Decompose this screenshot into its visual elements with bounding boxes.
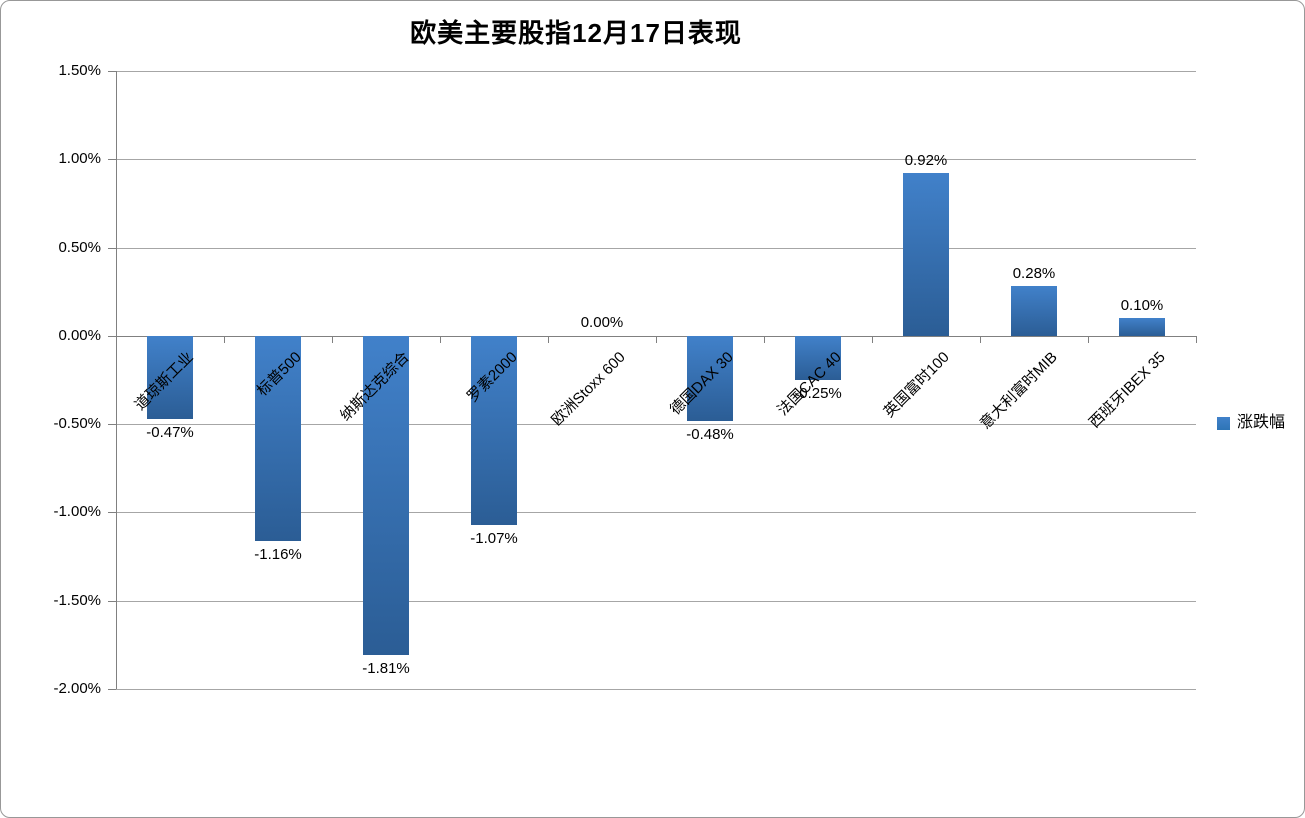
bar-data-label: 0.10% [1120, 297, 1164, 315]
x-axis-tick [440, 335, 441, 343]
x-axis-tick [872, 335, 873, 343]
bar-data-label: -1.16% [254, 545, 302, 563]
y-axis-label: -0.50% [53, 415, 101, 433]
y-axis-tick [108, 512, 116, 514]
bar [255, 335, 301, 541]
bar [903, 173, 949, 336]
y-axis-tick [108, 159, 116, 161]
y-axis-label: 1.00% [58, 150, 101, 168]
bar-data-label: -1.07% [470, 529, 518, 547]
x-axis-tick [224, 335, 225, 343]
gridline [116, 159, 1196, 161]
bar [363, 335, 409, 656]
bar [1011, 286, 1057, 336]
chart-title: 欧美主要股指12月17日表现 [410, 18, 742, 48]
bar-data-label: 0.92% [904, 152, 948, 170]
y-axis-tick [108, 335, 116, 337]
x-axis-tick [980, 335, 981, 343]
category-label: 西班牙IBEX 35 [1085, 348, 1169, 432]
bar-data-label: -0.48% [686, 425, 734, 443]
y-axis-label: 0.50% [58, 238, 101, 256]
gridline [116, 247, 1196, 249]
legend-label: 涨跌幅 [1237, 414, 1286, 431]
gridline [116, 71, 1196, 72]
x-axis-tick [116, 335, 117, 343]
bar-data-label: -0.25% [794, 385, 842, 402]
bar-data-label: 0.00% [580, 313, 624, 331]
x-axis-tick [656, 335, 657, 343]
gridline [116, 689, 1196, 690]
y-axis-label: -1.50% [53, 591, 101, 609]
y-axis-tick [108, 247, 116, 249]
gridline [116, 424, 1196, 426]
bar [1119, 318, 1165, 336]
bar [471, 335, 517, 525]
y-axis-tick [108, 71, 116, 72]
category-label: 意大利富时MIB [976, 348, 1061, 433]
legend: 涨跌幅 [1217, 414, 1285, 432]
x-axis-tick [332, 335, 333, 343]
x-axis-tick [764, 335, 765, 343]
y-axis-label: 0.00% [58, 326, 101, 344]
y-axis-label: -2.00% [53, 680, 101, 697]
y-axis-tick [108, 600, 116, 602]
y-axis-label: -1.00% [53, 503, 101, 521]
legend-swatch-icon [1217, 416, 1230, 430]
bar [147, 335, 193, 419]
y-axis-tick [108, 689, 116, 690]
x-axis-tick [1088, 335, 1089, 343]
y-axis-line [116, 71, 117, 689]
bar-data-label: 0.28% [1012, 265, 1056, 283]
bar-data-label: -0.47% [146, 423, 194, 441]
x-axis-tick [1196, 335, 1197, 343]
y-axis-tick [108, 424, 116, 426]
gridline [116, 600, 1196, 602]
gridline [116, 512, 1196, 514]
x-axis-tick [548, 335, 549, 343]
bar [687, 335, 733, 421]
y-axis-label: 1.50% [58, 62, 101, 79]
bar [795, 335, 841, 380]
bar-data-label: -1.81% [362, 660, 410, 678]
